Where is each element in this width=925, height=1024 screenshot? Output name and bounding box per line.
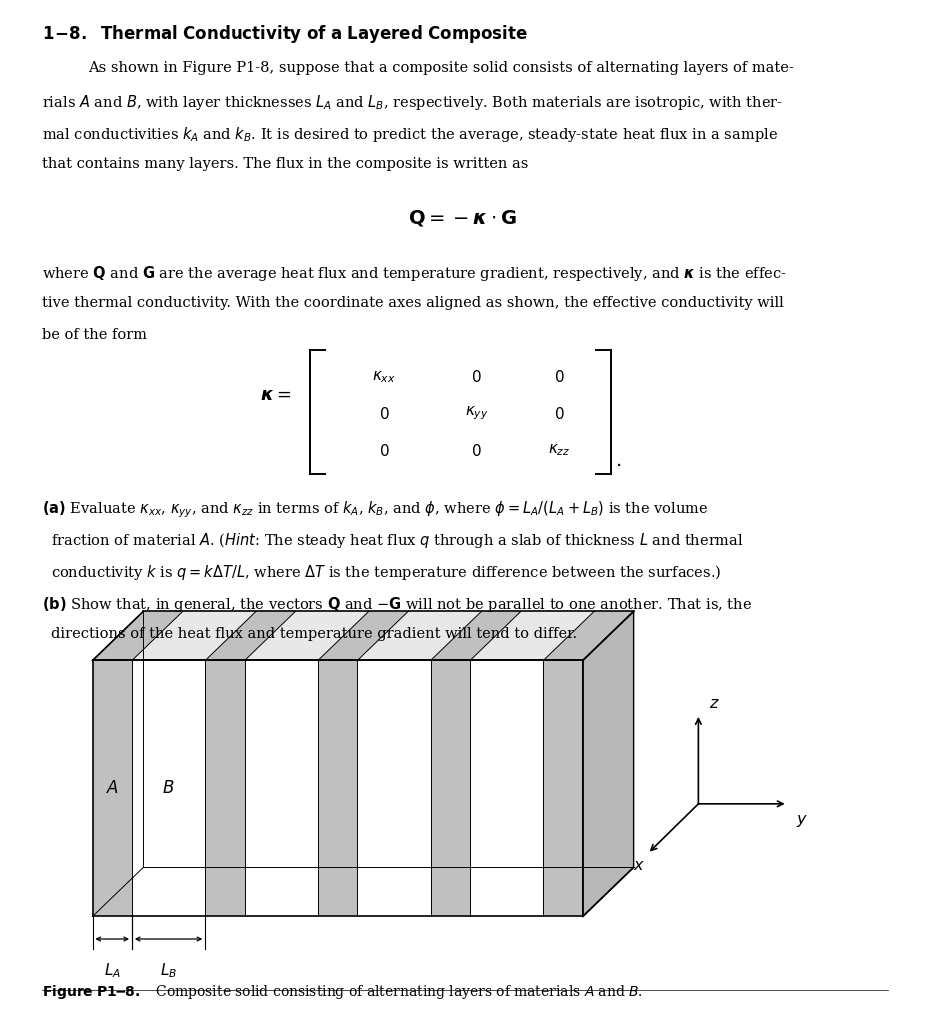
Polygon shape	[583, 611, 634, 916]
Polygon shape	[431, 611, 521, 660]
Polygon shape	[318, 660, 357, 916]
Text: tive thermal conductivity. With the coordinate axes aligned as shown, the effect: tive thermal conductivity. With the coor…	[42, 296, 783, 310]
Text: $0$: $0$	[378, 442, 389, 459]
Polygon shape	[357, 611, 482, 660]
Text: $\kappa_{yy}$: $\kappa_{yy}$	[464, 404, 488, 423]
Text: $0$: $0$	[554, 369, 565, 385]
Text: where $\mathbf{Q}$ and $\mathbf{G}$ are the average heat flux and temperature gr: where $\mathbf{Q}$ and $\mathbf{G}$ are …	[42, 264, 786, 284]
Polygon shape	[244, 660, 318, 916]
Text: As shown in Figure P1-8, suppose that a composite solid consists of alternating : As shown in Figure P1-8, suppose that a …	[88, 61, 794, 76]
Polygon shape	[132, 611, 256, 660]
Polygon shape	[92, 611, 183, 660]
Polygon shape	[205, 660, 244, 916]
Polygon shape	[543, 611, 634, 660]
Text: $\kappa_{zz}$: $\kappa_{zz}$	[549, 442, 571, 459]
Text: $\mathbf{Q} = -\boldsymbol{\kappa} \cdot \mathbf{G}$: $\mathbf{Q} = -\boldsymbol{\kappa} \cdot…	[408, 208, 517, 228]
Polygon shape	[470, 660, 543, 916]
Text: fraction of material $A$. ($\mathit{Hint}$: The steady heat flux $q$ through a s: fraction of material $A$. ($\mathit{Hint…	[51, 531, 744, 551]
Text: mal conductivities $k_A$ and $k_B$. It is desired to predict the average, steady: mal conductivities $k_A$ and $k_B$. It i…	[42, 125, 778, 144]
Text: $\kappa_{xx}$: $\kappa_{xx}$	[372, 369, 396, 385]
Text: $0$: $0$	[471, 369, 482, 385]
Text: $\mathbf{1\!-\!8.\ \ Thermal\ Conductivity\ of\ a\ Layered\ Composite}$: $\mathbf{1\!-\!8.\ \ Thermal\ Conductivi…	[42, 23, 527, 44]
Text: be of the form: be of the form	[42, 328, 147, 342]
Text: that contains many layers. The flux in the composite is written as: that contains many layers. The flux in t…	[42, 157, 528, 171]
Text: conductivity $k$ is $q = k\Delta T/L$, where $\Delta T$ is the temperature diffe: conductivity $k$ is $q = k\Delta T/L$, w…	[51, 563, 722, 583]
Polygon shape	[357, 660, 431, 916]
Text: directions of the heat flux and temperature gradient will tend to differ.: directions of the heat flux and temperat…	[51, 627, 577, 641]
Text: $L_B$: $L_B$	[160, 962, 178, 980]
Text: $y$: $y$	[796, 812, 808, 829]
Text: $\mathbf{Figure\ P1\!\!-\!\!8.}$   Composite solid consisting of alternating lay: $\mathbf{Figure\ P1\!\!-\!\!8.}$ Composi…	[42, 983, 643, 1001]
Text: $\mathit{B}$: $\mathit{B}$	[163, 780, 175, 797]
Polygon shape	[543, 660, 583, 916]
Text: $0$: $0$	[378, 406, 389, 422]
Polygon shape	[431, 660, 470, 916]
Text: $L_A$: $L_A$	[104, 962, 121, 980]
Text: $\mathbf{(a)}$ Evaluate $\kappa_{xx}$, $\kappa_{yy}$, and $\kappa_{zz}$ in terms: $\mathbf{(a)}$ Evaluate $\kappa_{xx}$, $…	[42, 500, 708, 520]
Text: $0$: $0$	[554, 406, 565, 422]
Polygon shape	[92, 660, 132, 916]
Text: $0$: $0$	[471, 442, 482, 459]
Text: rials $\mathit{A}$ and $\mathit{B}$, with layer thicknesses $L_A$ and $L_B$, res: rials $\mathit{A}$ and $\mathit{B}$, wit…	[42, 93, 783, 113]
Polygon shape	[132, 660, 205, 916]
Text: .: .	[616, 451, 623, 470]
Polygon shape	[318, 611, 408, 660]
Text: $x$: $x$	[633, 857, 645, 873]
Text: $\mathbf{(b)}$ Show that, in general, the vectors $\mathbf{Q}$ and $-\mathbf{G}$: $\mathbf{(b)}$ Show that, in general, th…	[42, 595, 752, 614]
Polygon shape	[244, 611, 369, 660]
Text: $\boldsymbol{\kappa} =$: $\boldsymbol{\kappa} =$	[260, 386, 291, 404]
Text: $\mathit{A}$: $\mathit{A}$	[105, 780, 118, 797]
Text: $z$: $z$	[709, 694, 721, 712]
Polygon shape	[205, 611, 295, 660]
Polygon shape	[470, 611, 594, 660]
